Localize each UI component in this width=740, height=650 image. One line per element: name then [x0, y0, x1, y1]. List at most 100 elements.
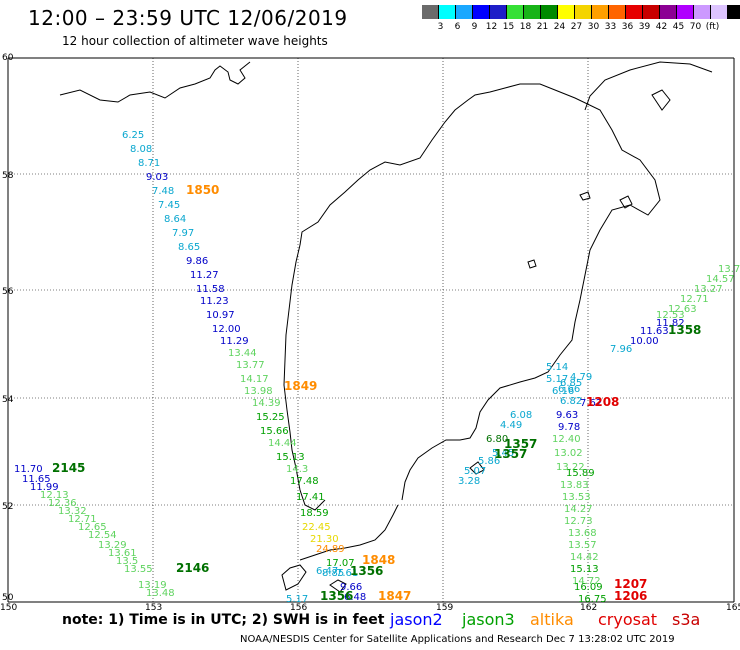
altimeter-reading: 9.63: [556, 410, 578, 421]
altimeter-reading: 8.65: [178, 242, 200, 253]
altimeter-reading: 7.62: [580, 398, 602, 409]
color-scale-swatch: [507, 5, 524, 19]
color-scale-bar: [422, 5, 740, 19]
longitude-tick-label: 162: [580, 603, 597, 613]
color-scale-swatch: [694, 5, 711, 19]
altimeter-reading: 17.41: [296, 492, 325, 503]
color-scale-swatch: [677, 5, 694, 19]
altimeter-reading: 6.47: [316, 566, 338, 577]
altimeter-reading: 5.45: [492, 448, 514, 459]
altimeter-reading: 12.73: [564, 516, 593, 527]
altimeter-reading: 12.40: [552, 434, 581, 445]
altimeter-reading: 9.78: [558, 422, 580, 433]
altimeter-reading: 8.71: [138, 158, 160, 169]
color-scale-label: 21: [536, 22, 549, 32]
altimeter-reading: 12.65: [78, 522, 107, 533]
longitude-tick-label: 156: [290, 603, 307, 613]
pass-time-label: 1356: [350, 564, 383, 578]
altimeter-reading: 11.63: [640, 326, 669, 337]
altimeter-reading: 13.83: [560, 480, 589, 491]
altimeter-reading: 17.07: [326, 558, 355, 569]
color-scale-swatch: [643, 5, 660, 19]
color-scale-swatch: [660, 5, 677, 19]
color-scale-swatch: [609, 5, 626, 19]
color-scale-swatch: [711, 5, 728, 19]
altimeter-reading: 12.00: [212, 324, 241, 335]
altimeter-reading: 8.85: [322, 568, 344, 579]
color-scale-label: 70: [689, 22, 702, 32]
longitude-tick-label: 165: [726, 603, 740, 613]
altimeter-reading: 15.89: [566, 468, 595, 479]
pass-time-label: 1207: [614, 577, 647, 591]
pass-time-label: 1848: [362, 553, 395, 567]
latitude-tick-label: 54: [2, 395, 14, 405]
altimeter-reading: 14.57: [706, 274, 735, 285]
altimeter-reading: 13.98: [244, 386, 273, 397]
legend-altika: altika: [530, 610, 574, 629]
altimeter-reading: 15.25: [256, 412, 285, 423]
altimeter-reading: 13.68: [568, 528, 597, 539]
altimeter-reading: 6.25: [122, 130, 144, 141]
lat-lon-grid: [7, 57, 735, 603]
altimeter-reading: 14.17: [240, 374, 269, 385]
color-scale-label: 39: [638, 22, 651, 32]
color-scale-label: 30: [587, 22, 600, 32]
altimeter-reading: 6.82: [560, 396, 582, 407]
color-scale-labels: 3 6 9 12 15 18 21 24 27 30 33 36 39 42 45 70 (ft): [432, 22, 721, 32]
altimeter-reading: 6.80: [486, 434, 508, 445]
commander-islands: [579, 191, 633, 209]
altimeter-reading: 5.17: [286, 594, 308, 605]
altimeter-reading: 7.61: [336, 568, 358, 579]
paramushir-island: [281, 564, 307, 591]
kuril-coast: [299, 504, 399, 561]
altimeter-reading: 7.45: [158, 200, 180, 211]
pass-time-label: 1850: [186, 183, 219, 197]
altimeter-reading: 8.64: [164, 214, 186, 225]
altimeter-reading: 21.30: [310, 534, 339, 545]
altimeter-reading: 7.96: [610, 344, 632, 355]
altimeter-reading: 13.44: [228, 348, 257, 359]
okhotsk-north-shore: [59, 61, 251, 103]
color-scale-swatch: [541, 5, 558, 19]
altimeter-reading: 13.48: [146, 588, 175, 599]
altimeter-reading: 11.29: [220, 336, 249, 347]
color-scale-swatch: [626, 5, 643, 19]
altimeter-readings: 6.25 8.08 8.71 9.03 7.48 7.45 8.64 7.97 8.65 9.86…: [14, 130, 740, 605]
altimeter-reading: 18.59: [300, 508, 329, 519]
karaginsky-island: [651, 89, 671, 111]
legend-s3a: s3a: [672, 610, 701, 629]
altimeter-reading: 6.16: [552, 386, 574, 397]
color-scale-swatch: [592, 5, 609, 19]
color-scale-swatch: [524, 5, 541, 19]
altimeter-reading: 13.77: [236, 360, 265, 371]
altimeter-reading: 5.07: [464, 466, 486, 477]
altimeter-reading: 12.13: [40, 490, 69, 501]
color-scale-label: 27: [570, 22, 583, 32]
color-scale-label: 42: [655, 22, 668, 32]
color-scale-swatch: [439, 5, 456, 19]
pass-time-label: 1357: [494, 447, 527, 461]
altimeter-reading: 13.57: [568, 540, 597, 551]
page-title: 12:00 – 23:59 UTC 12/06/2019: [28, 6, 348, 30]
latitude-tick-label: 58: [2, 171, 14, 181]
pass-time-label: 2145: [52, 461, 85, 475]
altimeter-reading: 10.97: [206, 310, 235, 321]
altimeter-reading: 13.32: [58, 506, 87, 517]
altimeter-reading: 9.86: [186, 256, 208, 267]
color-scale-swatch: [490, 5, 507, 19]
shelikhov-bay-coast: [584, 61, 713, 111]
pass-time-label: 1356: [320, 589, 353, 603]
axis-tick-labels: 150 153 156 159 162 165 60 58 56 54 52 50: [0, 53, 740, 613]
altimeter-reading: 13.02: [554, 448, 583, 459]
altimeter-reading: 14.27: [564, 504, 593, 515]
altimeter-reading: 24.89: [316, 544, 345, 555]
altimeter-reading: 13.22: [556, 462, 585, 473]
altimeter-reading: 6.85: [560, 378, 582, 389]
longitude-tick-label: 159: [436, 603, 453, 613]
altimeter-reading: 13.55: [124, 564, 153, 575]
altimeter-reading: 12.71: [68, 514, 97, 525]
color-scale-label: 18: [519, 22, 532, 32]
altimeter-reading: 11.82: [656, 318, 685, 329]
